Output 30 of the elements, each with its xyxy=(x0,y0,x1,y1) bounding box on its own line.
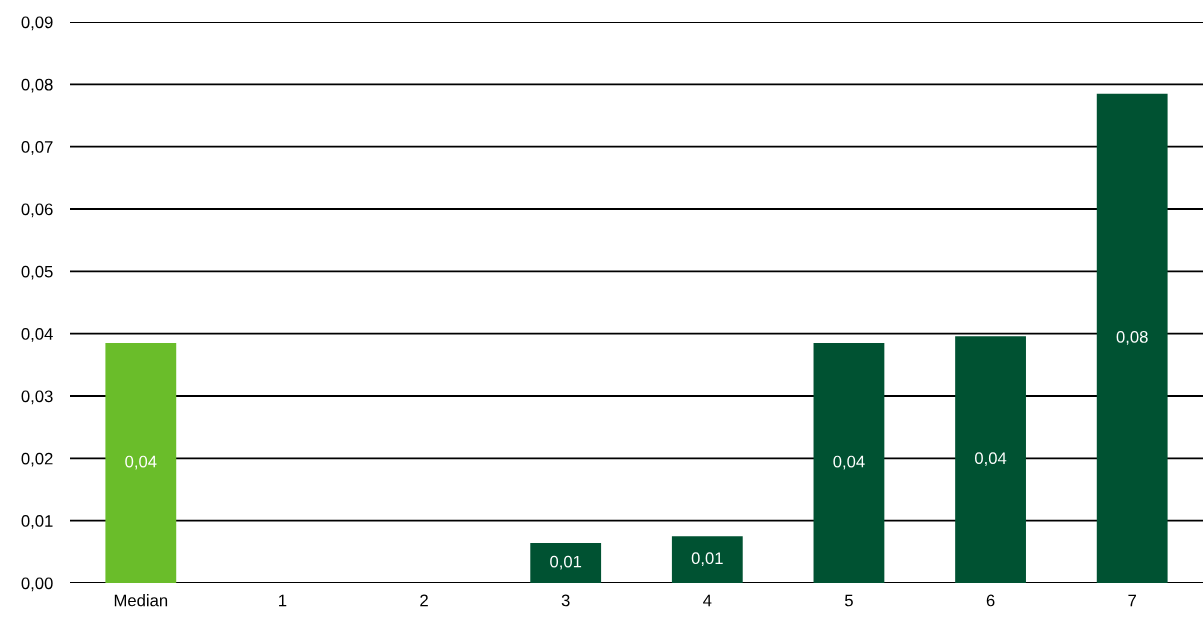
x-tick-label: 5 xyxy=(844,594,853,607)
bar xyxy=(671,536,743,583)
data-label: 0,01 xyxy=(550,555,582,570)
y-tick-label: 0,00 xyxy=(21,577,53,592)
data-label: 0,04 xyxy=(833,455,865,470)
y-tick-label: 0,03 xyxy=(21,390,53,405)
y-tick-label: 0,06 xyxy=(21,203,53,218)
x-tick-label: 3 xyxy=(561,594,570,607)
y-tick-label: 0,05 xyxy=(21,265,53,280)
x-tick-label: 4 xyxy=(703,594,712,607)
y-tick-label: 0,09 xyxy=(21,16,53,31)
bar xyxy=(955,336,1026,583)
x-tick-label: 7 xyxy=(1128,594,1136,607)
data-label: 0,04 xyxy=(125,455,157,470)
data-label: 0,01 xyxy=(691,552,723,567)
bar xyxy=(813,343,885,583)
y-tick-label: 0,08 xyxy=(21,78,53,93)
x-tick-label: Median xyxy=(114,594,168,607)
y-tick-label: 0,07 xyxy=(21,141,53,155)
y-tick-label: 0,01 xyxy=(21,515,53,529)
data-label: 0,08 xyxy=(1116,331,1148,345)
bar xyxy=(1096,93,1168,583)
y-tick-label: 0,02 xyxy=(21,452,53,467)
x-tick-label: 6 xyxy=(986,594,995,607)
bar xyxy=(530,543,602,583)
bar xyxy=(105,343,177,583)
y-tick-label: 0,04 xyxy=(21,328,53,342)
data-label: 0,04 xyxy=(975,452,1007,467)
x-tick-label: 1 xyxy=(279,594,287,607)
x-tick-label: 2 xyxy=(420,594,428,607)
